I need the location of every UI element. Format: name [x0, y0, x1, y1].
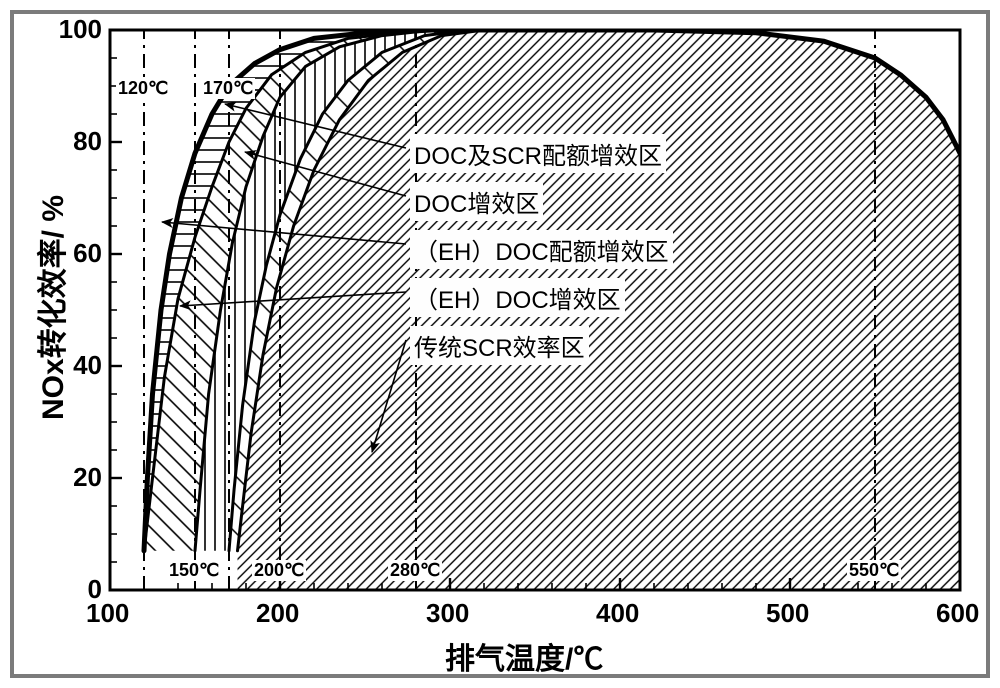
legend-item-3: （EH）DOC增效区 — [410, 278, 625, 317]
vline-label: 200℃ — [252, 560, 306, 581]
y-tick-label: 60 — [73, 238, 102, 269]
legend-item-0: DOC及SCR配额增效区 — [410, 134, 666, 173]
y-tick-label: 20 — [73, 462, 102, 493]
y-axis-label: NOx转化效率/ % — [28, 195, 72, 420]
vline-label: 280℃ — [388, 560, 442, 581]
vline-label: 170℃ — [201, 78, 255, 99]
legend-item-1: DOC增效区 — [410, 182, 543, 221]
figure-frame: 排气温度/℃ NOx转化效率/ % 100 200 300 400 500 600 0 20 4… — [0, 0, 1000, 688]
vline-label: 120℃ — [116, 78, 170, 99]
y-tick-label: 40 — [73, 350, 102, 381]
x-tick-label: 500 — [766, 598, 809, 629]
y-tick-label: 100 — [59, 14, 102, 45]
x-tick-label: 200 — [256, 598, 299, 629]
x-axis-label: 排气温度/℃ — [445, 634, 603, 678]
vline-label: 550℃ — [847, 560, 901, 581]
x-tick-label: 400 — [596, 598, 639, 629]
vline-label: 150℃ — [167, 560, 221, 581]
y-tick-label: 0 — [88, 574, 102, 605]
x-tick-label: 300 — [426, 598, 469, 629]
legend-item-2: （EH）DOC配额增效区 — [410, 230, 673, 269]
y-tick-label: 80 — [73, 126, 102, 157]
legend-item-4: 传统SCR效率区 — [410, 326, 589, 365]
x-tick-label: 600 — [936, 598, 979, 629]
